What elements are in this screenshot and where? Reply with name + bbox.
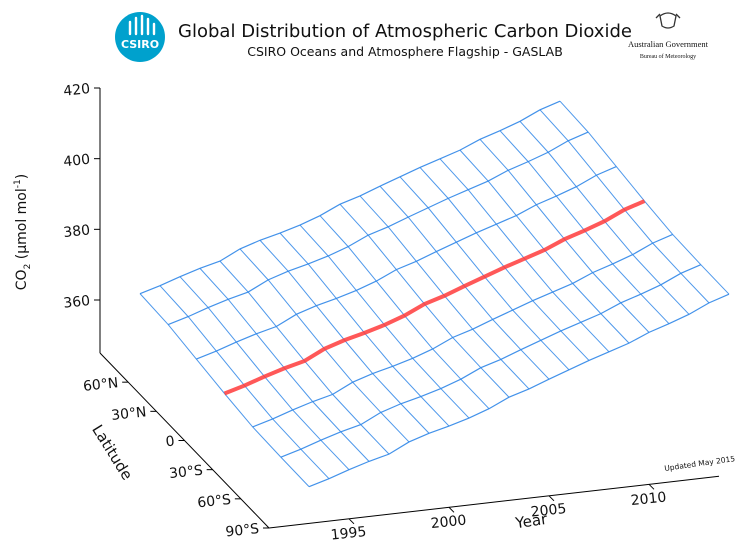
year-tick bbox=[448, 506, 455, 513]
year-tick-label: 2005 bbox=[530, 501, 567, 521]
surface-line bbox=[167, 131, 589, 326]
surface-rib bbox=[319, 215, 490, 410]
latitude-tick-label: 90°S bbox=[225, 521, 260, 540]
z-tick-label: 380 bbox=[63, 222, 91, 241]
z-tick-label: 400 bbox=[63, 152, 91, 171]
latitude-tick-label: 0 bbox=[165, 434, 176, 451]
surface-line bbox=[280, 264, 702, 458]
z-tick-label: 360 bbox=[63, 293, 91, 312]
logo-circle bbox=[115, 12, 165, 62]
surface-line bbox=[308, 293, 730, 488]
surface-rib bbox=[279, 232, 450, 427]
year-tick-label: 2010 bbox=[630, 490, 667, 510]
year-tick bbox=[648, 483, 655, 490]
logo-bars bbox=[128, 14, 156, 36]
surface-rib bbox=[219, 260, 390, 455]
latitude-tick-label: 30°S bbox=[168, 463, 203, 482]
surface-line bbox=[196, 166, 617, 360]
logo-text: CSIRO bbox=[121, 38, 159, 51]
crest bbox=[655, 12, 681, 29]
surface-line bbox=[252, 233, 673, 428]
year-label: Year bbox=[513, 510, 549, 532]
latitude-label: Latitude bbox=[88, 421, 136, 483]
latitude-tick-label: 60°S bbox=[197, 492, 232, 511]
year-tick-label: 2000 bbox=[430, 513, 467, 533]
z-tick-label: 420 bbox=[63, 81, 91, 100]
latitude-tick-label: 60°N bbox=[82, 375, 119, 395]
chart-title: Global Distribution of Atmospheric Carbo… bbox=[178, 21, 632, 42]
year-tick bbox=[548, 495, 555, 502]
surface-rib bbox=[159, 285, 330, 480]
bureau: Bureau of Meteorology bbox=[640, 53, 696, 60]
surface-rib bbox=[199, 268, 370, 462]
agency: Australian Government bbox=[628, 39, 709, 49]
annotation: Updated May 2015 bbox=[664, 454, 736, 473]
surface-rib bbox=[179, 276, 350, 471]
equator-line bbox=[223, 199, 646, 396]
surface-line bbox=[139, 100, 561, 295]
z-axis-label: CO2 (µmol mol-1) bbox=[13, 174, 33, 290]
surface-rib bbox=[459, 149, 630, 344]
surface-rib bbox=[299, 224, 470, 419]
chart-subtitle: CSIRO Oceans and Atmosphere Flagship - G… bbox=[247, 44, 563, 59]
year-tick bbox=[348, 518, 355, 525]
latitude-tick-label: 30°N bbox=[110, 404, 147, 424]
year-axis bbox=[268, 475, 720, 529]
year-tick-label: 1995 bbox=[330, 524, 367, 544]
